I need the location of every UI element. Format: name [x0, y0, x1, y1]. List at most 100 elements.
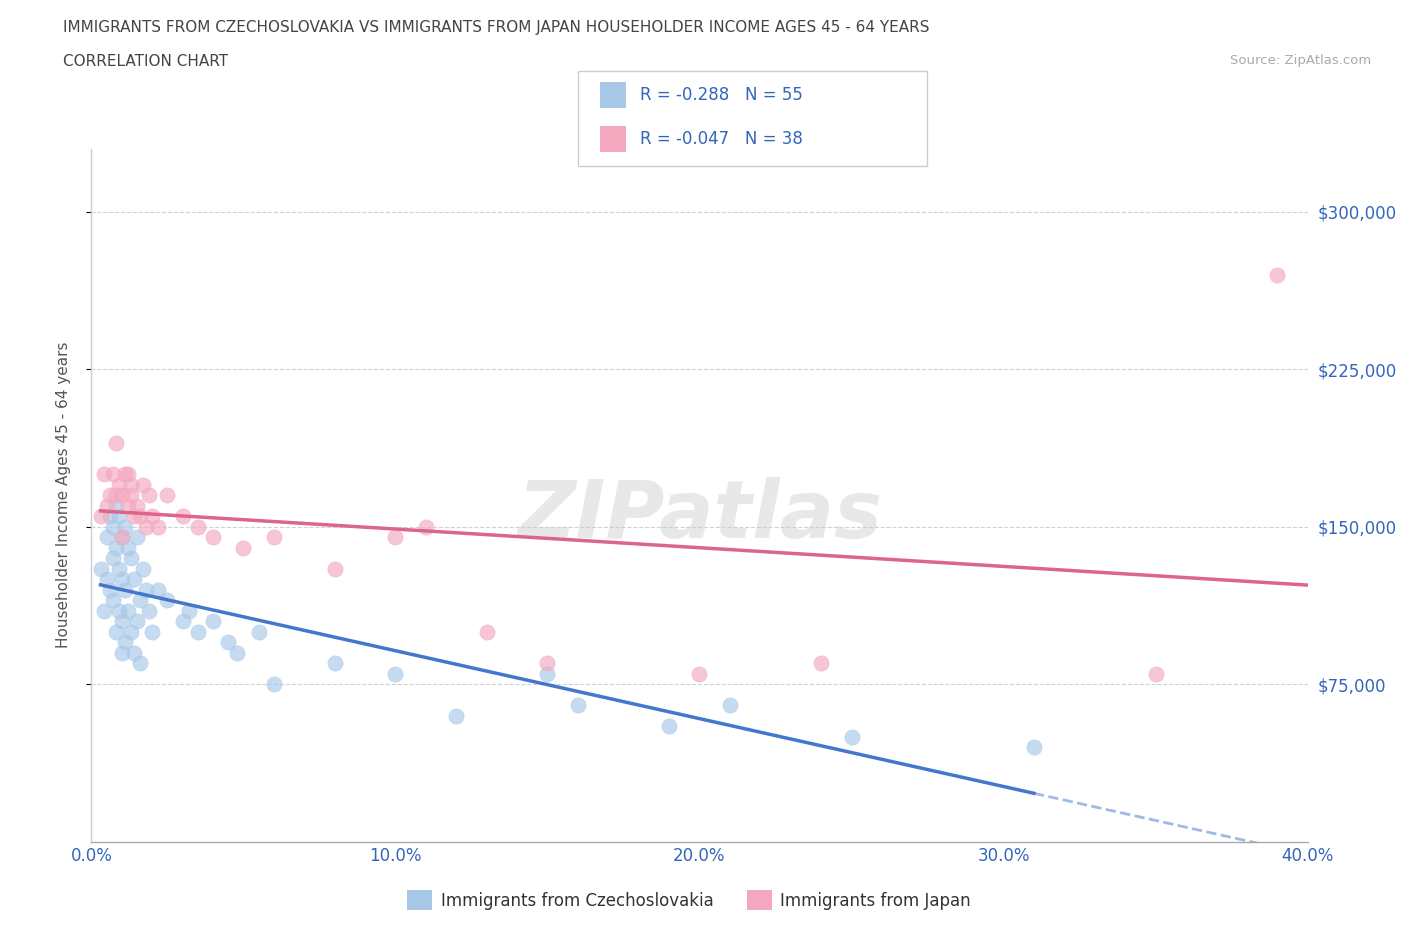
Point — [120, 624, 142, 639]
Point — [89, 562, 111, 577]
Point — [202, 530, 225, 545]
Point — [187, 519, 209, 534]
Point — [138, 604, 160, 618]
Point — [125, 530, 148, 545]
Point — [96, 530, 118, 545]
Point — [187, 624, 209, 639]
Point — [323, 562, 346, 577]
Point — [415, 519, 437, 534]
Point — [263, 677, 285, 692]
Point — [132, 477, 155, 492]
Point — [125, 498, 148, 513]
Point — [122, 645, 145, 660]
Point — [384, 530, 406, 545]
Point — [104, 488, 127, 503]
Point — [104, 435, 127, 450]
Point — [107, 477, 129, 492]
Point — [129, 592, 152, 607]
Point — [117, 467, 139, 482]
Point — [104, 498, 127, 513]
Point — [247, 624, 270, 639]
Point — [129, 656, 152, 671]
Point — [107, 604, 129, 618]
Point — [111, 488, 134, 503]
Point — [135, 519, 157, 534]
Point — [107, 509, 129, 524]
Point — [841, 729, 863, 744]
Point — [89, 509, 111, 524]
Point — [101, 519, 124, 534]
Point — [117, 604, 139, 618]
Point — [444, 709, 467, 724]
Point — [111, 645, 134, 660]
Point — [1022, 739, 1045, 754]
Point — [232, 540, 254, 555]
Point — [98, 582, 121, 597]
Point — [148, 582, 170, 597]
Text: R = -0.047   N = 38: R = -0.047 N = 38 — [640, 130, 803, 148]
Point — [132, 562, 155, 577]
Text: Source: ZipAtlas.com: Source: ZipAtlas.com — [1230, 54, 1371, 67]
Point — [129, 509, 152, 524]
Point — [810, 656, 832, 671]
Text: ZIPatlas: ZIPatlas — [517, 477, 882, 555]
Point — [263, 530, 285, 545]
Point — [475, 624, 498, 639]
Point — [125, 614, 148, 629]
Point — [172, 614, 194, 629]
Text: CORRELATION CHART: CORRELATION CHART — [63, 54, 228, 69]
Point — [226, 645, 249, 660]
Point — [141, 624, 163, 639]
Point — [111, 530, 134, 545]
Point — [138, 488, 160, 503]
Point — [96, 572, 118, 587]
Point — [217, 635, 239, 650]
Point — [718, 698, 741, 712]
Point — [148, 519, 170, 534]
Point — [114, 582, 136, 597]
Point — [1265, 267, 1288, 282]
Point — [658, 719, 681, 734]
Point — [141, 509, 163, 524]
Point — [93, 467, 115, 482]
Point — [114, 635, 136, 650]
Point — [120, 551, 142, 565]
Point — [114, 519, 136, 534]
Point — [101, 551, 124, 565]
Point — [93, 604, 115, 618]
Y-axis label: Householder Income Ages 45 - 64 years: Householder Income Ages 45 - 64 years — [56, 342, 70, 648]
Point — [104, 624, 127, 639]
Point — [117, 540, 139, 555]
Point — [107, 562, 129, 577]
Point — [98, 488, 121, 503]
Point — [101, 592, 124, 607]
Point — [135, 582, 157, 597]
Point — [111, 530, 134, 545]
Legend: Immigrants from Czechoslovakia, Immigrants from Japan: Immigrants from Czechoslovakia, Immigran… — [401, 884, 977, 917]
Text: IMMIGRANTS FROM CZECHOSLOVAKIA VS IMMIGRANTS FROM JAPAN HOUSEHOLDER INCOME AGES : IMMIGRANTS FROM CZECHOSLOVAKIA VS IMMIGR… — [63, 20, 929, 35]
Point — [111, 614, 134, 629]
Point — [96, 498, 118, 513]
Point — [98, 509, 121, 524]
Point — [120, 477, 142, 492]
Point — [101, 467, 124, 482]
Text: R = -0.288   N = 55: R = -0.288 N = 55 — [640, 86, 803, 104]
Point — [202, 614, 225, 629]
Point — [156, 592, 179, 607]
Point — [1144, 666, 1167, 681]
Point — [122, 509, 145, 524]
Point — [156, 488, 179, 503]
Point — [177, 604, 200, 618]
Point — [117, 498, 139, 513]
Point — [688, 666, 710, 681]
Point — [323, 656, 346, 671]
Point — [172, 509, 194, 524]
Point — [111, 572, 134, 587]
Point — [122, 572, 145, 587]
Point — [114, 467, 136, 482]
Point — [536, 656, 558, 671]
Point — [120, 488, 142, 503]
Point — [384, 666, 406, 681]
Point — [104, 540, 127, 555]
Point — [536, 666, 558, 681]
